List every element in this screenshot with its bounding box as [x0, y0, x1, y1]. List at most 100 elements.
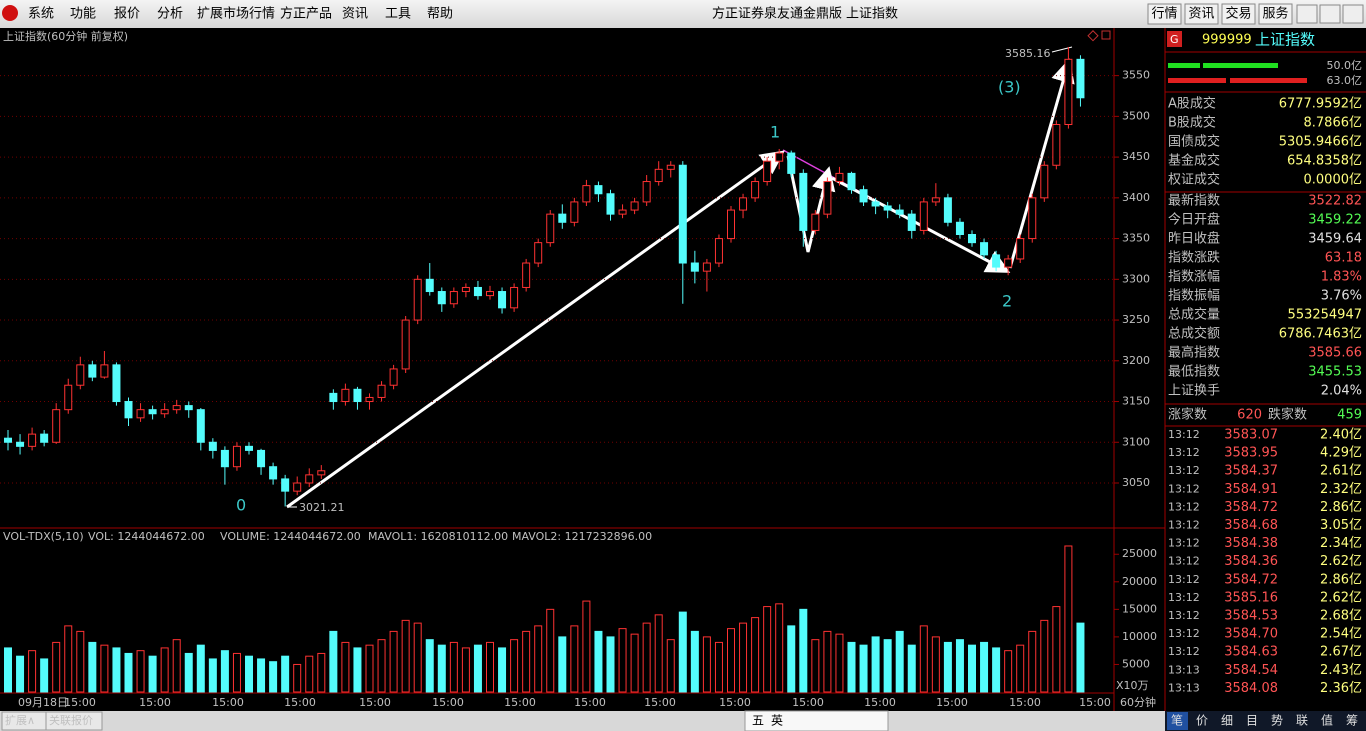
x-tick-label: 15:00 — [284, 696, 316, 709]
top-button[interactable] — [1221, 3, 1256, 25]
volume-bar — [40, 658, 49, 693]
top-button-label[interactable]: 服务 — [1262, 6, 1288, 22]
icon[interactable] — [1087, 30, 1099, 42]
candle-body — [269, 466, 278, 480]
buy-value: 50.0亿 — [1327, 59, 1363, 72]
quote-tab[interactable]: 笔 — [1171, 713, 1183, 728]
quote-tab[interactable]: 联 — [1296, 714, 1308, 728]
stat-label: 最低指数 — [1168, 365, 1220, 380]
quote-tab[interactable]: 筹 — [1346, 714, 1358, 728]
stat-label: 指数涨跌 — [1168, 250, 1220, 266]
volume-bar — [775, 603, 784, 693]
top-button-label[interactable]: 资讯 — [1188, 7, 1214, 22]
candle-body — [1016, 238, 1025, 260]
volume-bar — [630, 633, 639, 693]
tick-price: 3584.36 — [1224, 554, 1278, 569]
x-tick-label: 15:00 — [1079, 696, 1111, 709]
menu-item[interactable]: 扩展市场行情 — [197, 6, 275, 22]
wave-label: (3) — [998, 78, 1021, 97]
top-button[interactable] — [1147, 3, 1182, 25]
stat-value: 63.18 — [1325, 251, 1362, 266]
max-button[interactable] — [1319, 4, 1341, 24]
ime-item[interactable]: 五 — [752, 714, 764, 728]
min-button[interactable] — [1296, 4, 1318, 24]
volume-bar — [714, 641, 723, 693]
candle-body — [329, 392, 338, 403]
breadth-value: 459 — [1337, 408, 1362, 423]
candle-body — [257, 449, 266, 468]
candle-body — [377, 384, 386, 398]
candle-body — [1004, 258, 1013, 268]
candle-body — [76, 364, 85, 386]
candle-body — [40, 433, 49, 443]
volume-bar — [582, 600, 591, 693]
volume-bar — [907, 644, 916, 693]
stat-label: 今日开盘 — [1168, 212, 1220, 228]
quote-tab[interactable]: 细 — [1221, 714, 1233, 728]
tick-volume: 2.62亿 — [1320, 554, 1362, 569]
ime-item[interactable]: 英 — [771, 714, 783, 728]
y-tick-label: 20000 — [1122, 575, 1157, 588]
y-tick-label: 3350 — [1122, 232, 1150, 245]
volume-bar — [64, 625, 73, 693]
volume-bar — [353, 647, 362, 693]
volume-bar — [1016, 644, 1025, 693]
bottom-tab-label[interactable]: 扩展∧ — [5, 713, 35, 727]
candle-body — [582, 185, 591, 203]
candle-body — [389, 368, 398, 386]
volume-bar — [413, 622, 422, 693]
top-button[interactable] — [1184, 3, 1219, 25]
menu-item[interactable]: 工具 — [385, 7, 411, 22]
menu-item[interactable]: 分析 — [157, 7, 183, 22]
promo-link[interactable]: 上证指数 — [846, 7, 898, 22]
menu-item[interactable]: 报价 — [114, 7, 140, 22]
menu-item[interactable]: 系统 — [28, 7, 54, 22]
candle-body — [317, 470, 326, 476]
top-button-label[interactable]: 行情 — [1151, 7, 1177, 22]
candle-body — [955, 221, 964, 236]
candle-body — [4, 437, 12, 443]
close-button[interactable] — [1342, 4, 1364, 24]
buy-bar — [1203, 63, 1278, 68]
tick-volume: 2.34亿 — [1320, 536, 1362, 551]
menu-item[interactable]: 帮助 — [427, 7, 453, 22]
volume-bar — [100, 644, 109, 693]
top-button-label[interactable]: 交易 — [1225, 6, 1251, 22]
tick-volume: 3.05亿 — [1320, 518, 1362, 533]
bottom-tab-label[interactable]: 关联报价 — [49, 713, 93, 727]
x-tick-label: 15:00 — [864, 696, 896, 709]
stat-label: 最新指数 — [1168, 193, 1220, 209]
volume-bar — [377, 639, 386, 693]
promo-link[interactable]: 方正证券泉友通金鼎版 — [712, 6, 842, 22]
x-tick-label: 15:00 — [719, 696, 751, 709]
x-tick-label: 09月18日 — [18, 696, 68, 709]
tick-price: 3584.63 — [1224, 645, 1278, 660]
stat-label: 上证换手 — [1168, 384, 1220, 399]
quote-tab[interactable]: 目 — [1246, 714, 1258, 728]
candle-body — [992, 254, 1001, 268]
candle-body — [919, 201, 928, 231]
quote-tab[interactable]: 势 — [1271, 714, 1283, 728]
indicator-header: VOL: 1244044672.00 — [88, 530, 205, 543]
stat-value: 3459.64 — [1308, 232, 1362, 247]
menu-item[interactable]: 方正产品 — [280, 6, 332, 22]
candle-body — [666, 164, 675, 170]
icon[interactable] — [1101, 30, 1111, 40]
period-label: 60分钟 — [1120, 695, 1156, 709]
volume-bar — [980, 641, 989, 693]
volume-bar — [1052, 606, 1061, 693]
tick-time: 13:12 — [1168, 555, 1200, 568]
candle-body — [522, 262, 531, 288]
quote-tab[interactable]: 值 — [1321, 713, 1333, 728]
indicator-header: VOL-TDX(5,10) — [3, 530, 84, 543]
y-tick-label: 3450 — [1122, 150, 1150, 163]
top-button[interactable] — [1258, 3, 1293, 25]
menu-item[interactable]: 资讯 — [342, 7, 368, 22]
volume-bar — [317, 652, 326, 693]
bottom-tab[interactable] — [45, 711, 103, 731]
candle-body — [461, 286, 470, 293]
y-tick-label: 5000 — [1122, 657, 1150, 670]
tick-volume: 2.86亿 — [1320, 572, 1362, 587]
quote-tab[interactable]: 价 — [1196, 714, 1208, 728]
menu-item[interactable]: 功能 — [70, 7, 96, 22]
